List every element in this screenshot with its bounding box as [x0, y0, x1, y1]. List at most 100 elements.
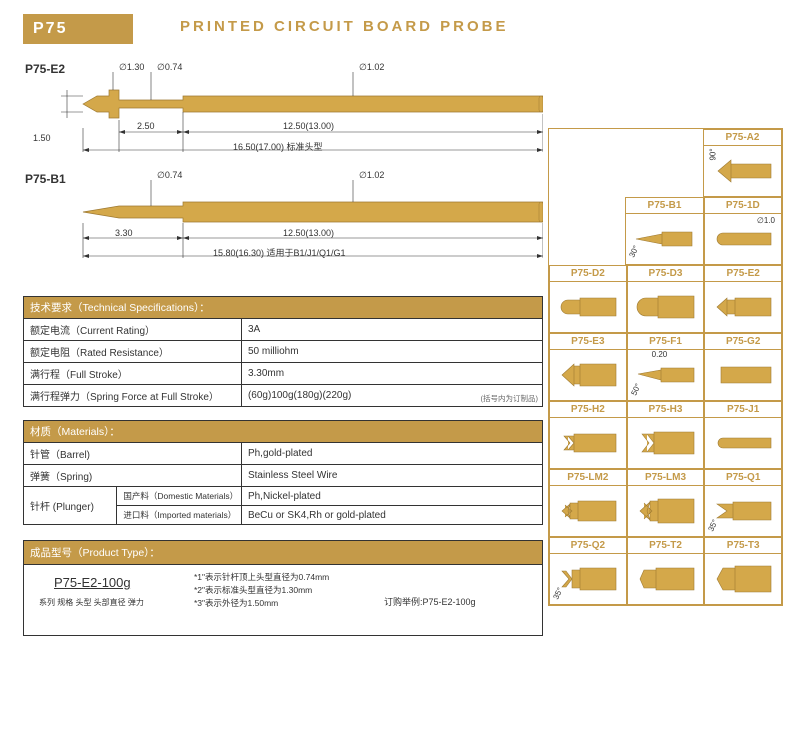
- tip-icon: [550, 350, 626, 400]
- dim: ∅0.74: [157, 170, 182, 181]
- mat-v: BeCu or SK4,Rh or gold-plated: [241, 506, 542, 525]
- tip-name: P75-T3: [705, 538, 781, 554]
- tip-icon: [550, 418, 626, 468]
- mat-k: 进口料（Imported materials）: [117, 506, 242, 525]
- dim: 16.50(17.00) 标准头型: [233, 140, 323, 153]
- tip-name: P75-H2: [550, 402, 626, 418]
- tip-cell: P75-A2 90°: [703, 129, 782, 197]
- dim: 12.50(13.00): [283, 121, 334, 131]
- tip-cell: P75-Q135°: [704, 469, 782, 537]
- tip-icon: 90°: [704, 146, 781, 196]
- mat-k: 弹簧（Spring): [24, 465, 242, 487]
- tip-name: P75-A2: [704, 130, 781, 146]
- tip-name: P75-J1: [705, 402, 781, 418]
- tech-v: 50 milliohm: [241, 341, 542, 363]
- dim: ∅1.30: [119, 62, 144, 73]
- prod-tags: 系列 规格 头型 头部直径 弹力: [39, 597, 144, 608]
- tip-name: P75-1D: [705, 198, 781, 214]
- tech-table: 技术要求（Technical Specifications）： 额定电流（Cur…: [23, 296, 543, 407]
- mat-v: Ph,gold-plated: [241, 443, 542, 465]
- tip-name: P75-Q2: [550, 538, 626, 554]
- note: *3"表示外径为1.50mm: [194, 597, 329, 610]
- header-badge: P75: [23, 14, 133, 44]
- prod-code: P75-E2-100g: [54, 575, 131, 590]
- tip-cell: P75-D3: [627, 265, 705, 333]
- tip-icon: [705, 554, 781, 604]
- mat-k: 针杆 (Plunger): [24, 487, 117, 525]
- tech-v: (60g)100g(180g)(220g): [248, 390, 351, 401]
- tip-cell: P75-G2: [704, 333, 782, 401]
- tip-cell: P75-H2: [549, 401, 627, 469]
- tip-name: P75-E2: [705, 266, 781, 282]
- tip-cell: P75-LM2: [549, 469, 627, 537]
- tip-icon: 30°: [626, 214, 702, 264]
- tip-name: P75-B1: [626, 198, 702, 214]
- tip-cell: P75-B1 30°: [625, 197, 703, 265]
- tip-cell: P75-H3: [627, 401, 705, 469]
- prod-header: 成品型号（Product Type）：: [24, 541, 542, 565]
- tech-k: 额定电阻（Rated Resistance）: [24, 341, 242, 363]
- tip-icon: [628, 486, 704, 536]
- mat-header: 材质（Materials）：: [24, 421, 543, 443]
- prod-box: 成品型号（Product Type）： P75-E2-100g 系列 规格 头型…: [23, 540, 543, 636]
- tip-name: P75-G2: [705, 334, 781, 350]
- tip-icon: 50°0.20: [628, 350, 704, 400]
- tip-name: P75-D2: [550, 266, 626, 282]
- note: *2"表示标准头型直径为1.30mm: [194, 584, 329, 597]
- tip-icon: [550, 282, 626, 332]
- tip-name: P75-LM2: [550, 470, 626, 486]
- dim: 3.30: [115, 228, 133, 238]
- tip-icon: [628, 418, 704, 468]
- mat-v: Ph,Nickel-plated: [241, 487, 542, 506]
- tech-k: 满行程（Full Stroke）: [24, 363, 242, 385]
- dim: ∅0.74: [157, 62, 182, 73]
- tip-cell: P75-F150°0.20: [627, 333, 705, 401]
- tip-name: P75-D3: [628, 266, 704, 282]
- tip-name: P75-F1: [628, 334, 704, 350]
- prod-notes: *1"表示针杆顶上头型直径为0.74mm *2"表示标准头型直径为1.30mm …: [194, 571, 329, 609]
- dim: 12.50(13.00): [283, 228, 334, 238]
- tip-cell: P75-E3: [549, 333, 627, 401]
- tip-cell: P75-E2: [704, 265, 782, 333]
- tip-name: P75-H3: [628, 402, 704, 418]
- tip-icon: [705, 282, 781, 332]
- note: *1"表示针杆顶上头型直径为0.74mm: [194, 571, 329, 584]
- tip-name: P75-LM3: [628, 470, 704, 486]
- tip-icon: [705, 350, 781, 400]
- tip-name: P75-E3: [550, 334, 626, 350]
- tip-cell: P75-1D ∅1.0: [704, 197, 782, 265]
- tech-footnote: (括号内为订制品): [481, 393, 539, 404]
- tip-name: P75-T2: [628, 538, 704, 554]
- tip-icon: [550, 486, 626, 536]
- mat-k: 国产料（Domestic Materials）: [117, 487, 242, 506]
- tip-cell: P75-J1: [704, 401, 782, 469]
- tip-icon: [628, 554, 704, 604]
- tip-cell: P75-T3: [704, 537, 782, 605]
- tip-grid: P75-A2 90° P75-B1 30° P75-1D ∅1.0 P75-D2…: [548, 128, 783, 606]
- mat-v: Stainless Steel Wire: [241, 465, 542, 487]
- dim: 1.50: [33, 133, 51, 143]
- tip-cell: P75-T2: [627, 537, 705, 605]
- tip-cell: P75-LM3: [627, 469, 705, 537]
- tip-name: P75-Q1: [705, 470, 781, 486]
- tech-header: 技术要求（Technical Specifications）：: [24, 297, 543, 319]
- tip-icon: 35°: [550, 554, 626, 604]
- tech-k: 满行程弹力（Spring Force at Full Stroke）: [24, 385, 242, 407]
- tip-cell: P75-Q235°: [549, 537, 627, 605]
- dim: ∅1.02: [359, 62, 384, 73]
- mat-table: 材质（Materials）： 针管（Barrel)Ph,gold-plated …: [23, 420, 543, 525]
- prod-example: 订购举例:P75-E2-100g: [384, 595, 476, 608]
- tech-v: 3A: [241, 319, 542, 341]
- tip-icon: ∅1.0: [705, 214, 781, 264]
- tip-icon: 35°: [705, 486, 781, 536]
- mat-k: 针管（Barrel): [24, 443, 242, 465]
- tech-v: 3.30mm: [241, 363, 542, 385]
- header-title: PRINTED CIRCUIT BOARD PROBE: [180, 18, 509, 35]
- dim: 15.80(16.30) 适用于B1/J1/Q1/G1: [213, 246, 346, 259]
- tip-icon: [628, 282, 704, 332]
- dim: 2.50: [137, 121, 155, 131]
- diagram-area: P75-E2 ∅1.30 ∅0.74 ∅1.02 1.50 2.50 12.50…: [23, 60, 543, 280]
- dim: ∅1.02: [359, 170, 384, 181]
- tech-k: 额定电流（Current Rating）: [24, 319, 242, 341]
- tip-cell: P75-D2: [549, 265, 627, 333]
